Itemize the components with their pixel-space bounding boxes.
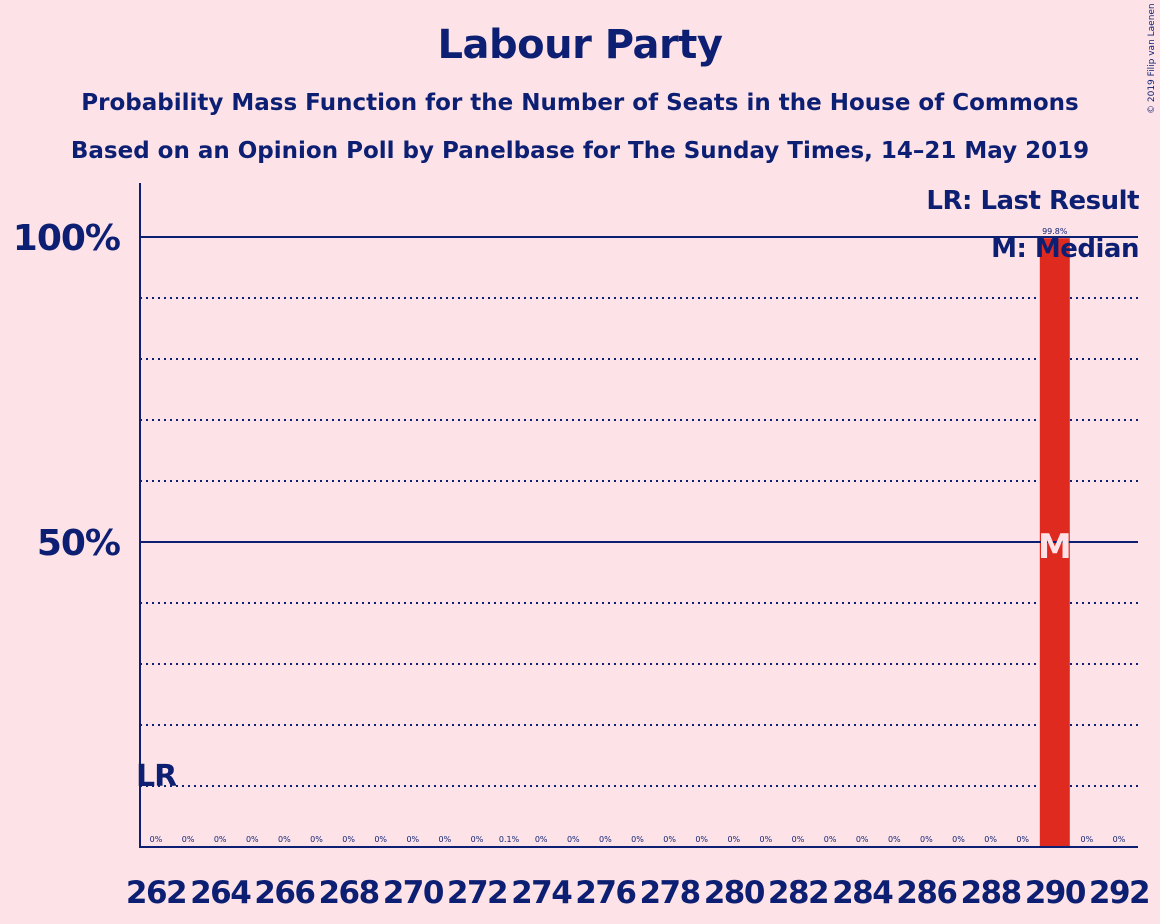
value-label-292: 0% [1113,835,1126,844]
value-label-284: 0% [856,835,869,844]
x-tick-label-280: 280 [704,875,765,911]
value-label-262: 0% [150,835,163,844]
value-label-265: 0% [246,835,259,844]
median-marker: M [1038,527,1072,567]
value-label-283: 0% [824,835,837,844]
value-label-268: 0% [342,835,355,844]
x-tick-label-284: 284 [832,875,893,911]
value-label-264: 0% [214,835,227,844]
legend-last-result: LR: Last Result [926,186,1139,216]
x-tick-label-292: 292 [1089,875,1149,911]
x-tick-label-268: 268 [318,875,378,911]
y-tick-label-100: 100% [13,218,120,259]
x-tick-label-262: 262 [126,875,186,911]
value-label-278: 0% [663,835,676,844]
value-label-291: 0% [1081,835,1094,844]
x-tick-label-290: 290 [1025,875,1086,911]
value-label-281: 0% [760,835,773,844]
value-label-276: 0% [599,835,612,844]
chart-title: Labour Party [437,22,723,68]
value-label-269: 0% [374,835,387,844]
value-label-280: 0% [727,835,740,844]
value-label-287: 0% [952,835,965,844]
value-label-273: 0.1% [499,835,520,844]
x-tick-label-286: 286 [896,875,956,911]
value-label-288: 0% [984,835,997,844]
x-tick-label-270: 270 [383,875,444,911]
value-label-285: 0% [888,835,901,844]
value-label-272: 0% [471,835,484,844]
x-tick-label-288: 288 [960,875,1020,911]
value-label-267: 0% [310,835,323,844]
chart-subtitle-2: Based on an Opinion Poll by Panelbase fo… [70,138,1090,164]
x-tick-label-264: 264 [190,875,251,911]
value-label-270: 0% [406,835,419,844]
x-tick-label-282: 282 [768,875,828,911]
value-label-277: 0% [631,835,644,844]
value-label-289: 0% [1016,835,1029,844]
value-label-286: 0% [920,835,933,844]
value-label-274: 0% [535,835,548,844]
x-tick-label-266: 266 [254,875,314,911]
x-tick-label-276: 276 [575,875,635,911]
value-label-263: 0% [182,835,195,844]
value-label-290: 99.8% [1042,227,1068,236]
x-tick-label-278: 278 [639,875,699,911]
x-tick-label-274: 274 [511,875,572,911]
value-label-271: 0% [439,835,452,844]
x-tick-label-272: 272 [447,875,507,911]
value-label-275: 0% [567,835,580,844]
last-result-marker: LR [136,759,177,794]
value-label-282: 0% [792,835,805,844]
y-tick-label-50: 50% [37,523,120,564]
value-label-266: 0% [278,835,291,844]
legend-median: M: Median [991,234,1139,264]
value-label-279: 0% [695,835,708,844]
chart-subtitle-1: Probability Mass Function for the Number… [81,90,1079,116]
